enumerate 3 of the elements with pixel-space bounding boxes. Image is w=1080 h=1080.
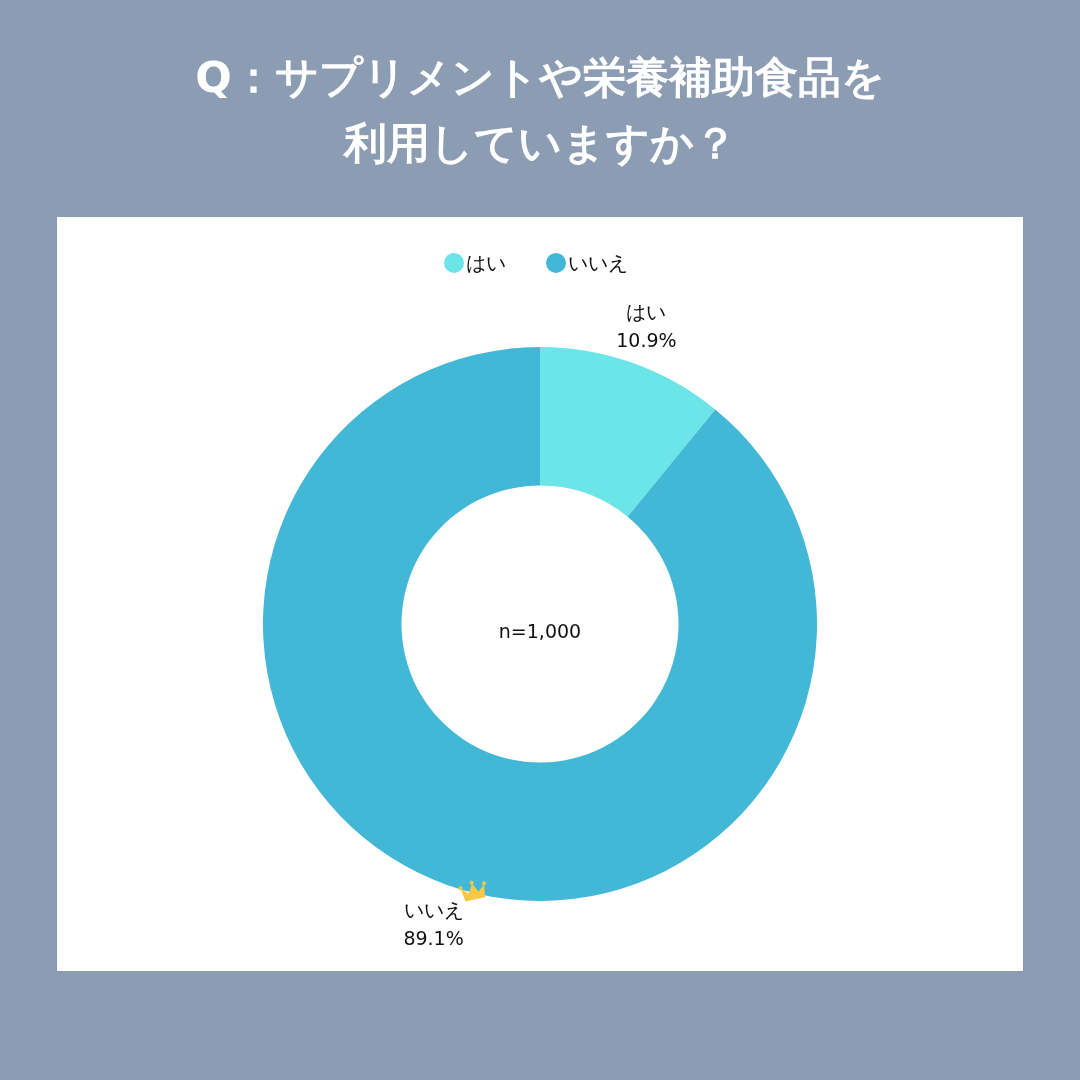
legend-label: いいえ xyxy=(568,251,628,275)
legend-label: はい xyxy=(466,251,506,275)
chart-title: Q：サプリメントや栄養補助食品を利用していますか？ xyxy=(194,51,886,170)
